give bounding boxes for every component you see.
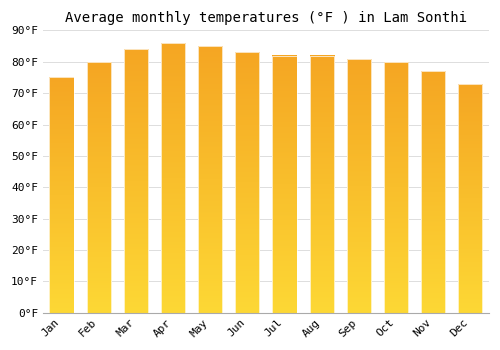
Bar — [86, 62, 111, 313]
Bar — [310, 56, 334, 313]
Bar — [124, 49, 148, 313]
Bar — [272, 56, 296, 313]
Bar — [236, 52, 260, 313]
Bar — [50, 77, 74, 313]
Bar — [347, 59, 371, 313]
Bar — [421, 71, 445, 313]
Bar — [458, 84, 482, 313]
Bar — [161, 43, 185, 313]
Bar — [384, 62, 408, 313]
Title: Average monthly temperatures (°F ) in Lam Sonthi: Average monthly temperatures (°F ) in La… — [65, 11, 467, 25]
Bar — [198, 46, 222, 313]
